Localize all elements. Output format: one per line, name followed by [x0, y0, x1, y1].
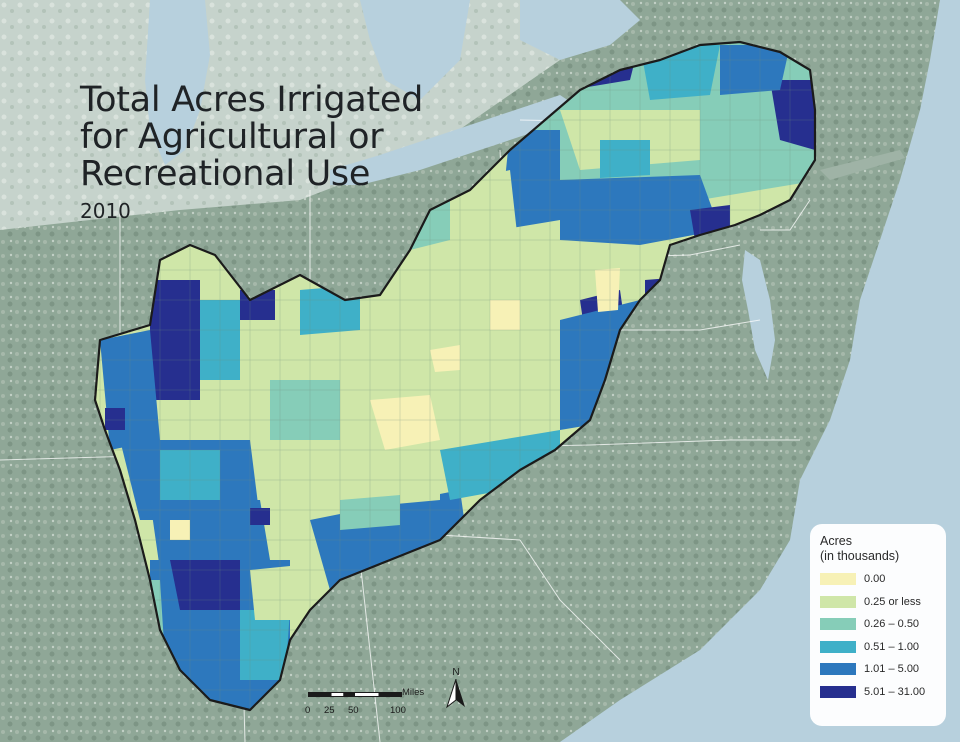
legend-swatch — [820, 640, 856, 653]
north-arrow-icon — [446, 678, 465, 709]
legend-swatch — [820, 618, 856, 631]
legend-title-line-1: Acres — [820, 534, 852, 548]
chesapeake-bay — [742, 250, 775, 380]
map-year: 2010 — [80, 199, 131, 223]
lake-ontario — [520, 0, 640, 60]
ny-east-high — [770, 80, 815, 150]
ny-blue — [720, 45, 790, 95]
scale-bar: Miles 0 25 50 100 — [305, 687, 458, 719]
scale-tick-50: 50 — [348, 705, 359, 716]
tn-high — [250, 508, 270, 525]
pa-teal — [600, 140, 650, 178]
scale-tick-100: 100 — [390, 705, 406, 716]
map-title-line-1: Total Acres Irrigated — [80, 80, 423, 120]
al-light — [250, 565, 300, 620]
ohio-yellow — [490, 300, 520, 330]
legend-label: 5.01 – 31.00 — [864, 685, 926, 698]
al-teal — [240, 610, 290, 680]
ky-small-high — [105, 408, 125, 430]
north-arrow: N — [445, 667, 467, 715]
legend-swatch — [820, 685, 856, 698]
legend-label: 0.25 or less — [864, 595, 921, 608]
legend-item: 5.01 – 31.00 — [820, 681, 936, 704]
legend-item: 0.25 or less — [820, 591, 936, 614]
legend-swatch — [820, 595, 856, 608]
lake-huron — [360, 0, 470, 100]
wv-yellow — [430, 345, 460, 372]
al-high — [170, 560, 240, 610]
long-island — [820, 150, 905, 180]
al-yellow — [170, 520, 190, 540]
lake-erie — [330, 95, 575, 185]
scale-unit-label: Miles — [402, 687, 425, 698]
map-title-block: Total Acres Irrigated for Agricultural o… — [80, 80, 423, 224]
appalachian-region-boundary — [93, 40, 817, 712]
legend-item: 0.00 — [820, 568, 936, 591]
map-title-line-3: Recreational Use — [80, 154, 371, 194]
scale-tick-25: 25 — [324, 705, 335, 716]
legend-title-line-2: (in thousands) — [820, 549, 900, 563]
legend-label: 0.26 – 0.50 — [864, 618, 920, 631]
scale-bar-graphic — [308, 692, 402, 697]
north-arrow-letter: N — [452, 667, 460, 678]
il-west-high — [150, 280, 200, 400]
legend-label: 0.00 — [864, 573, 886, 586]
ky-mid — [270, 380, 340, 440]
legend-item: 0.26 – 0.50 — [820, 613, 936, 636]
legend-items: 0.00 0.25 or less 0.26 – 0.50 0.51 – 1.00 1.… — [820, 568, 936, 703]
wv-yellow-2 — [370, 395, 440, 450]
tn-blue — [150, 500, 270, 570]
map-title-line-2: for Agricultural or — [80, 117, 384, 157]
tn-light — [330, 455, 440, 510]
legend-swatch — [820, 573, 856, 586]
legend-label: 1.01 – 5.00 — [864, 663, 920, 676]
legend-swatch — [820, 663, 856, 676]
map-legend: Acres (in thousands) 0.00 0.25 or less 0.2… — [810, 524, 946, 726]
legend-item: 1.01 – 5.00 — [820, 658, 936, 681]
legend-title: Acres (in thousands) — [820, 534, 936, 564]
legend-item: 0.51 – 1.00 — [820, 636, 936, 659]
scale-tick-0: 0 — [305, 705, 311, 716]
lake-michigan — [145, 0, 210, 165]
legend-label: 0.51 – 1.00 — [864, 640, 920, 653]
wv-yellow-3 — [595, 268, 620, 312]
